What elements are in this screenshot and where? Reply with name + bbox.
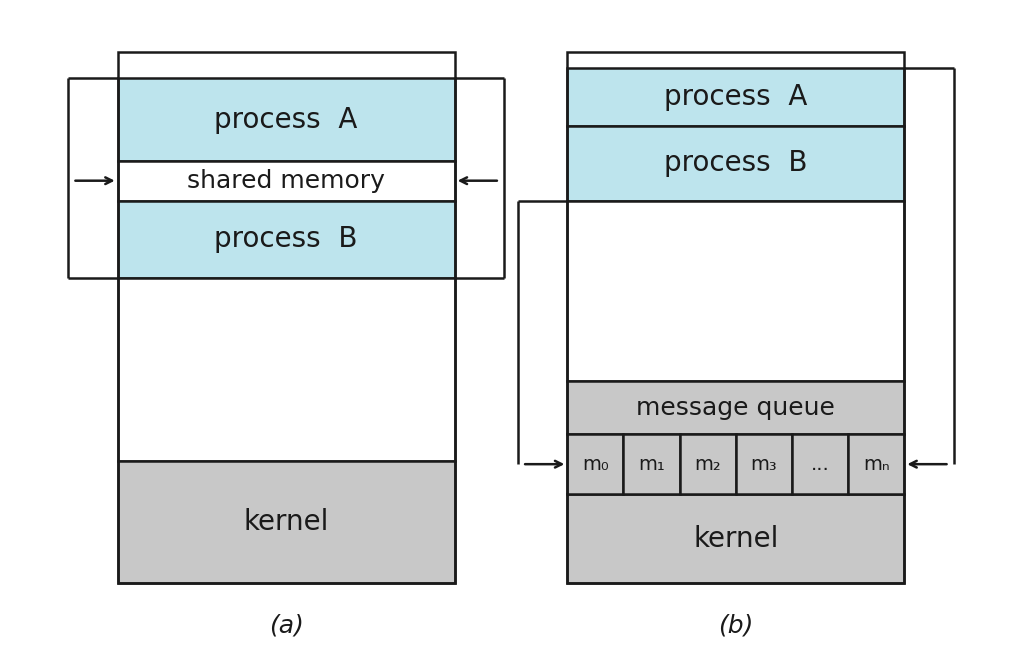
Text: process  A: process A xyxy=(215,106,358,133)
Text: (a): (a) xyxy=(269,613,304,638)
Text: message queue: message queue xyxy=(637,396,835,420)
Text: shared memory: shared memory xyxy=(187,168,385,192)
Text: (b): (b) xyxy=(718,613,753,638)
Bar xyxy=(792,434,848,494)
Bar xyxy=(680,434,736,494)
Text: mₙ: mₙ xyxy=(863,455,890,474)
Bar xyxy=(567,201,904,381)
Bar xyxy=(848,434,904,494)
Text: m₂: m₂ xyxy=(694,455,722,474)
Bar xyxy=(118,461,455,583)
Text: process  A: process A xyxy=(664,83,807,111)
Bar xyxy=(567,68,904,126)
Text: kernel: kernel xyxy=(693,525,779,553)
Text: process  B: process B xyxy=(215,225,358,253)
Bar xyxy=(567,126,904,201)
Text: ...: ... xyxy=(810,455,830,474)
Text: process  B: process B xyxy=(664,150,807,178)
Text: m₀: m₀ xyxy=(582,455,609,474)
Bar xyxy=(118,161,455,201)
Bar xyxy=(118,278,455,461)
Bar xyxy=(567,52,904,583)
Text: kernel: kernel xyxy=(243,508,329,536)
Bar xyxy=(736,434,792,494)
Bar xyxy=(118,52,455,583)
Bar xyxy=(567,434,623,494)
Bar xyxy=(118,78,455,161)
Text: m₃: m₃ xyxy=(750,455,778,474)
Text: m₁: m₁ xyxy=(638,455,665,474)
Bar xyxy=(118,201,455,278)
Bar xyxy=(623,434,680,494)
Bar xyxy=(567,494,904,583)
Bar xyxy=(567,381,904,434)
